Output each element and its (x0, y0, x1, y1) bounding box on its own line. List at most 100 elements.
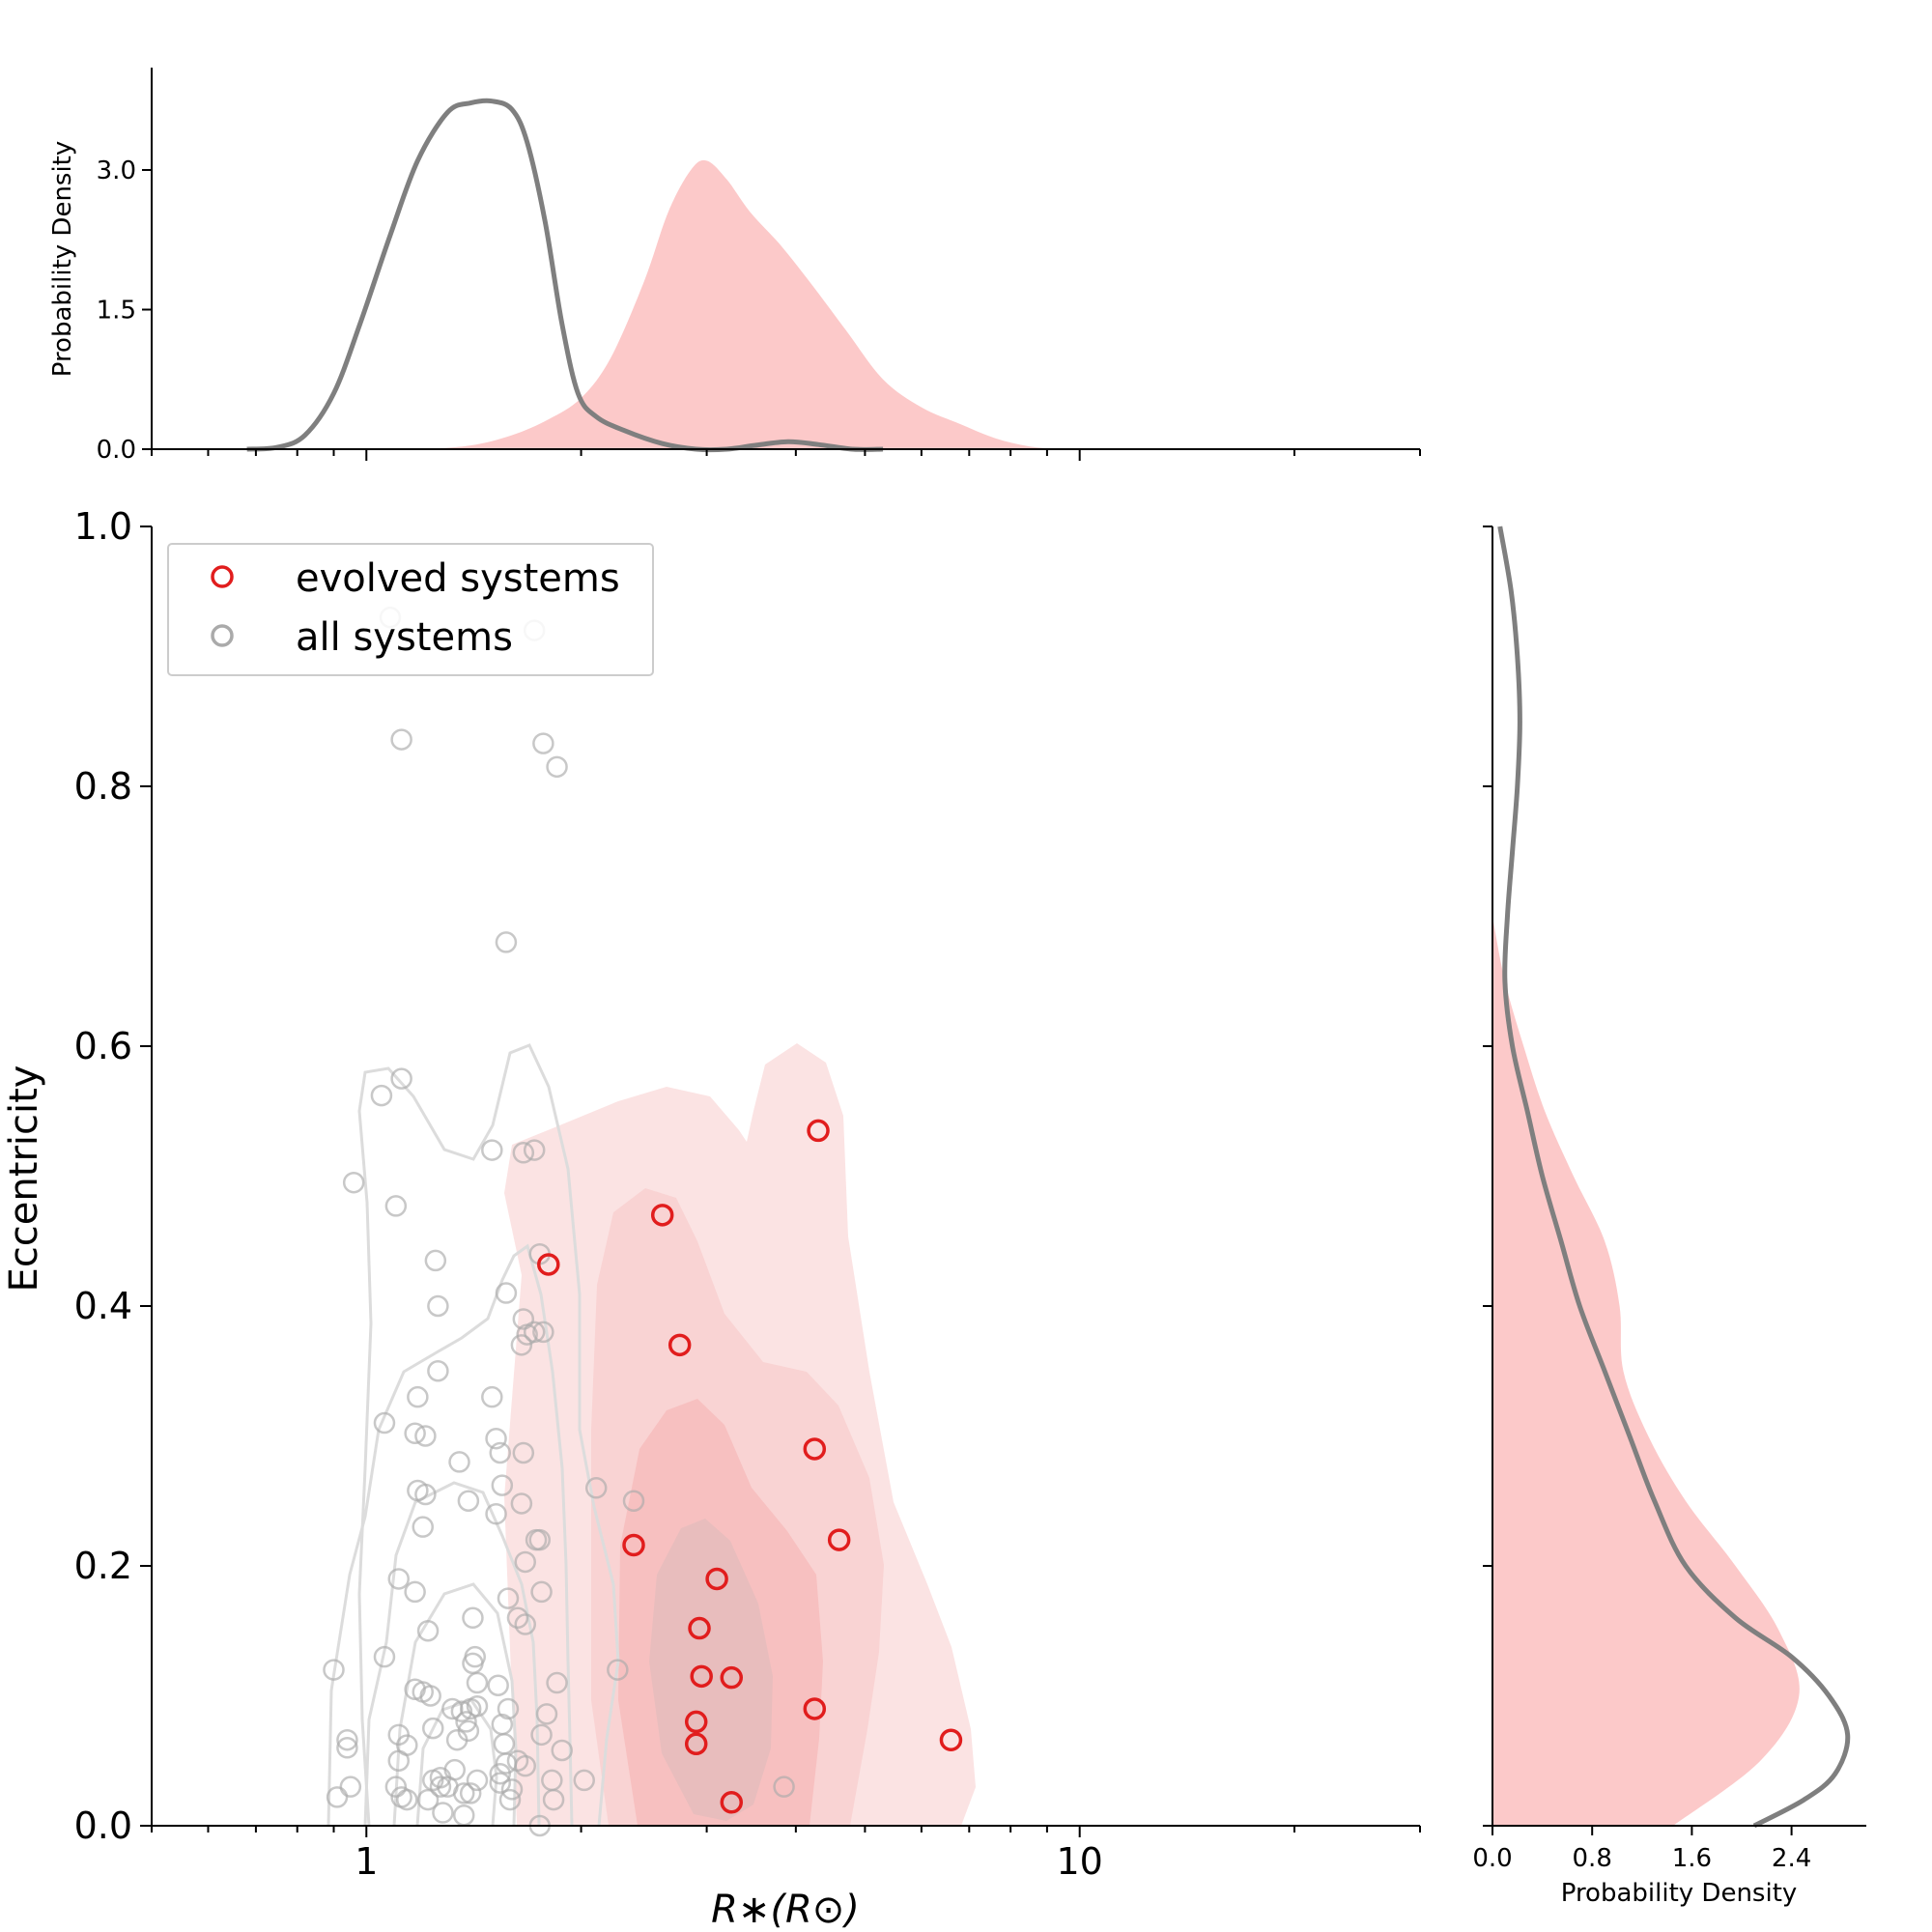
top-y-tick-label: 3.0 (97, 156, 136, 185)
top-marginal-plot: 0.0 1.5 3.0 Probability Density (48, 68, 1421, 465)
all-systems-point (462, 1606, 484, 1630)
legend-marker-evolved (211, 565, 234, 588)
legend-label-evolved: evolved systems (296, 556, 620, 601)
all-systems-point (427, 1294, 449, 1318)
x-tick-label: 1 (355, 1840, 378, 1883)
all-systems-point (373, 1645, 396, 1668)
all-systems-point (326, 1786, 349, 1808)
all-systems-point (481, 1385, 503, 1408)
top-marginal-evolved-kde (422, 159, 1065, 449)
all-systems-point (457, 1490, 480, 1512)
all-systems-point (497, 1697, 520, 1720)
all-systems-point (466, 1671, 489, 1694)
all-systems-point (497, 1587, 520, 1609)
legend: evolved systems all systems (167, 543, 654, 676)
evolved-systems-point (537, 1253, 560, 1276)
all-systems-point (459, 1782, 482, 1804)
all-systems-point (339, 1776, 362, 1798)
all-systems-point (584, 1477, 608, 1499)
main-x-label: R∗(R⊙) (711, 1888, 860, 1932)
all-systems-point (396, 1788, 418, 1811)
legend-marker-all (211, 624, 234, 647)
all-systems-point (622, 1490, 645, 1512)
all-systems-point (495, 931, 518, 953)
all-systems-point (500, 1778, 524, 1801)
all-systems-point (429, 1776, 452, 1798)
y-tick-label: 0.8 (74, 765, 132, 808)
top-marginal-y-label: Probability Density (48, 141, 77, 378)
all-systems-points (323, 606, 795, 1837)
all-systems-point (414, 1483, 437, 1506)
evolved-systems-point (668, 1333, 692, 1357)
all-systems-point (414, 1425, 437, 1447)
top-y-tick-label: 0.0 (97, 436, 136, 465)
y-tick-label: 0.2 (74, 1545, 132, 1587)
right-marginal-x-ticks: 0.0 0.8 1.6 2.4 (1472, 1826, 1811, 1873)
all-systems-point (422, 1717, 444, 1740)
evolved-systems-point (807, 1119, 830, 1143)
main-y-label: Eccentricity (2, 1065, 46, 1293)
all-systems-point (390, 1067, 412, 1090)
all-systems-density-contours (327, 1043, 620, 1827)
y-tick-label: 0.4 (74, 1285, 132, 1327)
right-marginal-y-ticks (1483, 526, 1492, 1827)
all-systems-point (514, 1613, 536, 1635)
x-tick-label: 10 (1057, 1840, 1103, 1883)
all-systems-point (489, 1772, 511, 1794)
evolved-systems-point (688, 1616, 711, 1640)
evolved-systems-point (690, 1664, 713, 1689)
all-systems-point (530, 1580, 553, 1604)
all-systems-point (512, 1142, 535, 1164)
all-systems-point (485, 1502, 507, 1525)
evolved-systems-point (827, 1528, 851, 1551)
all-systems-point (506, 1606, 529, 1630)
evolved-systems-point (622, 1533, 645, 1557)
evolved-systems-point (705, 1567, 728, 1591)
right-x-tick-label: 0.8 (1573, 1844, 1612, 1873)
all-systems-point (373, 1411, 396, 1435)
all-systems-point (452, 1782, 475, 1804)
all-systems-point (336, 1728, 358, 1751)
all-systems-point (416, 1620, 440, 1642)
all-systems-point (404, 1422, 426, 1445)
evolved-systems-point (803, 1437, 827, 1461)
main-scatter-plot: 1 10 0.0 0.2 0.4 0.6 0.8 1.0 R∗(R⊙) Eccentrici… (2, 505, 1421, 1932)
all-systems-point (532, 732, 554, 754)
main-y-ticks: 0.0 0.2 0.4 0.6 0.8 1.0 (74, 505, 152, 1847)
all-systems-point (510, 1334, 533, 1356)
all-contour-level-4 (392, 1582, 518, 1827)
all-systems-point (407, 1385, 429, 1408)
all-systems-point (384, 1776, 408, 1798)
all-systems-point (387, 1749, 410, 1772)
right-x-tick-label: 1.6 (1672, 1844, 1712, 1873)
all-systems-point (485, 1427, 507, 1450)
all-systems-point (493, 1733, 516, 1755)
legend-box (167, 543, 654, 676)
evolved-systems-point (684, 1732, 708, 1756)
all-systems-point (607, 1659, 629, 1681)
all-systems-point (466, 1769, 489, 1792)
top-marginal-y-ticks: 0.0 1.5 3.0 (97, 156, 152, 465)
evolved-density-contours (504, 1043, 976, 1826)
all-systems-point (384, 1195, 408, 1217)
all-systems-point (551, 1739, 573, 1762)
all-systems-point (455, 1711, 477, 1733)
all-systems-point (495, 1282, 518, 1304)
all-systems-point (452, 1804, 475, 1827)
all-contour-level-2 (327, 1243, 574, 1827)
all-systems-point (514, 1550, 536, 1574)
all-systems-point (445, 1728, 469, 1751)
all-systems-point (424, 1249, 447, 1272)
all-systems-point (573, 1769, 596, 1792)
right-marginal-plot: 0.0 0.8 1.6 2.4 Probability Density (1472, 526, 1866, 1908)
evolved-systems-point (650, 1204, 674, 1227)
all-systems-point (370, 1084, 393, 1107)
evolved-systems-point (720, 1665, 744, 1690)
all-systems-point (773, 1776, 795, 1798)
all-systems-point (419, 1685, 441, 1707)
all-contour-level-1 (357, 1043, 620, 1827)
all-systems-point (416, 1788, 440, 1811)
right-marginal-evolved-kde (1492, 916, 1800, 1826)
